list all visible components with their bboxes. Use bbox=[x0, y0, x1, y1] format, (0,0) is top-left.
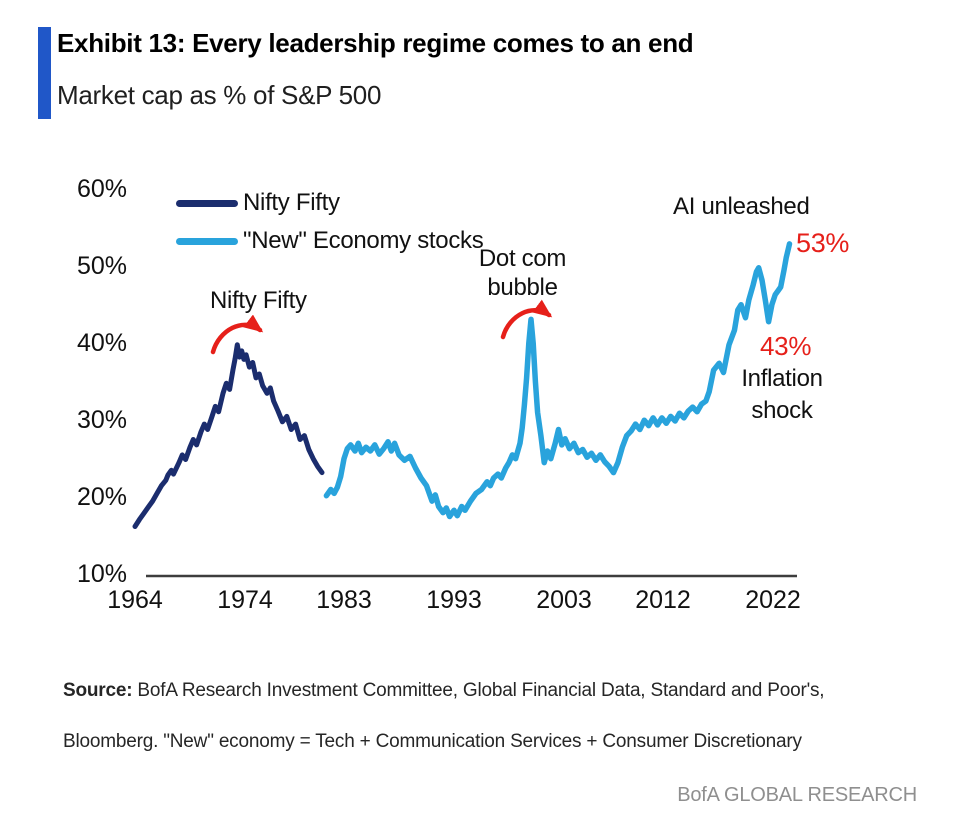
y-tick-label: 10% bbox=[76, 560, 127, 588]
y-tick-label: 60% bbox=[76, 175, 127, 203]
annotation-nifty-fifty: Nifty Fifty bbox=[210, 287, 307, 314]
annotation-value-43: 43% bbox=[760, 331, 812, 361]
y-tick-label: 40% bbox=[76, 329, 127, 357]
x-tick-label: 2022 bbox=[745, 586, 801, 614]
source-label: Source: bbox=[63, 680, 133, 701]
source-line-2: Bloomberg. "New" economy = Tech + Commun… bbox=[63, 731, 802, 752]
legend: Nifty Fifty "New" Economy stocks bbox=[176, 184, 484, 260]
title-accent-bar bbox=[38, 27, 51, 119]
x-tick-label: 1964 bbox=[107, 586, 163, 614]
source-text-1: BofA Research Investment Committee, Glob… bbox=[132, 680, 825, 701]
chart-subtitle: Market cap as % of S&P 500 bbox=[57, 80, 382, 110]
x-tick-label: 1993 bbox=[426, 586, 482, 614]
annotation-dotcom-bubble: Dot com bubble bbox=[478, 245, 567, 301]
x-tick-label: 1974 bbox=[217, 586, 273, 614]
y-tick-label: 20% bbox=[76, 483, 127, 511]
annotation-ai-unleashed: AI unleashed bbox=[673, 193, 810, 220]
dotcom-peak-rollover-arrow bbox=[500, 299, 553, 340]
legend-label-nifty-fifty: Nifty Fifty bbox=[243, 189, 340, 216]
brand-logo-text: BofA GLOBAL RESEARCH bbox=[677, 784, 917, 806]
x-tick-label: 2003 bbox=[536, 586, 592, 614]
legend-label-new-economy: "New" Economy stocks bbox=[243, 227, 484, 254]
annotation-value-53: 53% bbox=[796, 228, 850, 258]
legend-item-nifty-fifty: Nifty Fifty bbox=[176, 184, 483, 222]
y-tick-label: 50% bbox=[76, 252, 127, 280]
annotation-inflation-shock: Inflation shock bbox=[741, 365, 823, 424]
exhibit-title: Exhibit 13: Every leadership regime come… bbox=[57, 28, 694, 58]
x-tick-label: 1983 bbox=[316, 586, 372, 614]
nifty-fifty-swatch bbox=[176, 199, 238, 207]
source-line-1: Source: BofA Research Investment Committ… bbox=[63, 680, 825, 702]
y-tick-label: 30% bbox=[76, 406, 127, 434]
nifty-fifty-line bbox=[132, 342, 325, 529]
new-economy-swatch bbox=[176, 237, 238, 245]
x-tick-label: 2012 bbox=[635, 586, 691, 614]
legend-item-new-economy: "New" Economy stocks bbox=[176, 222, 484, 260]
nifty-peak-rollover-arrow bbox=[210, 314, 264, 355]
